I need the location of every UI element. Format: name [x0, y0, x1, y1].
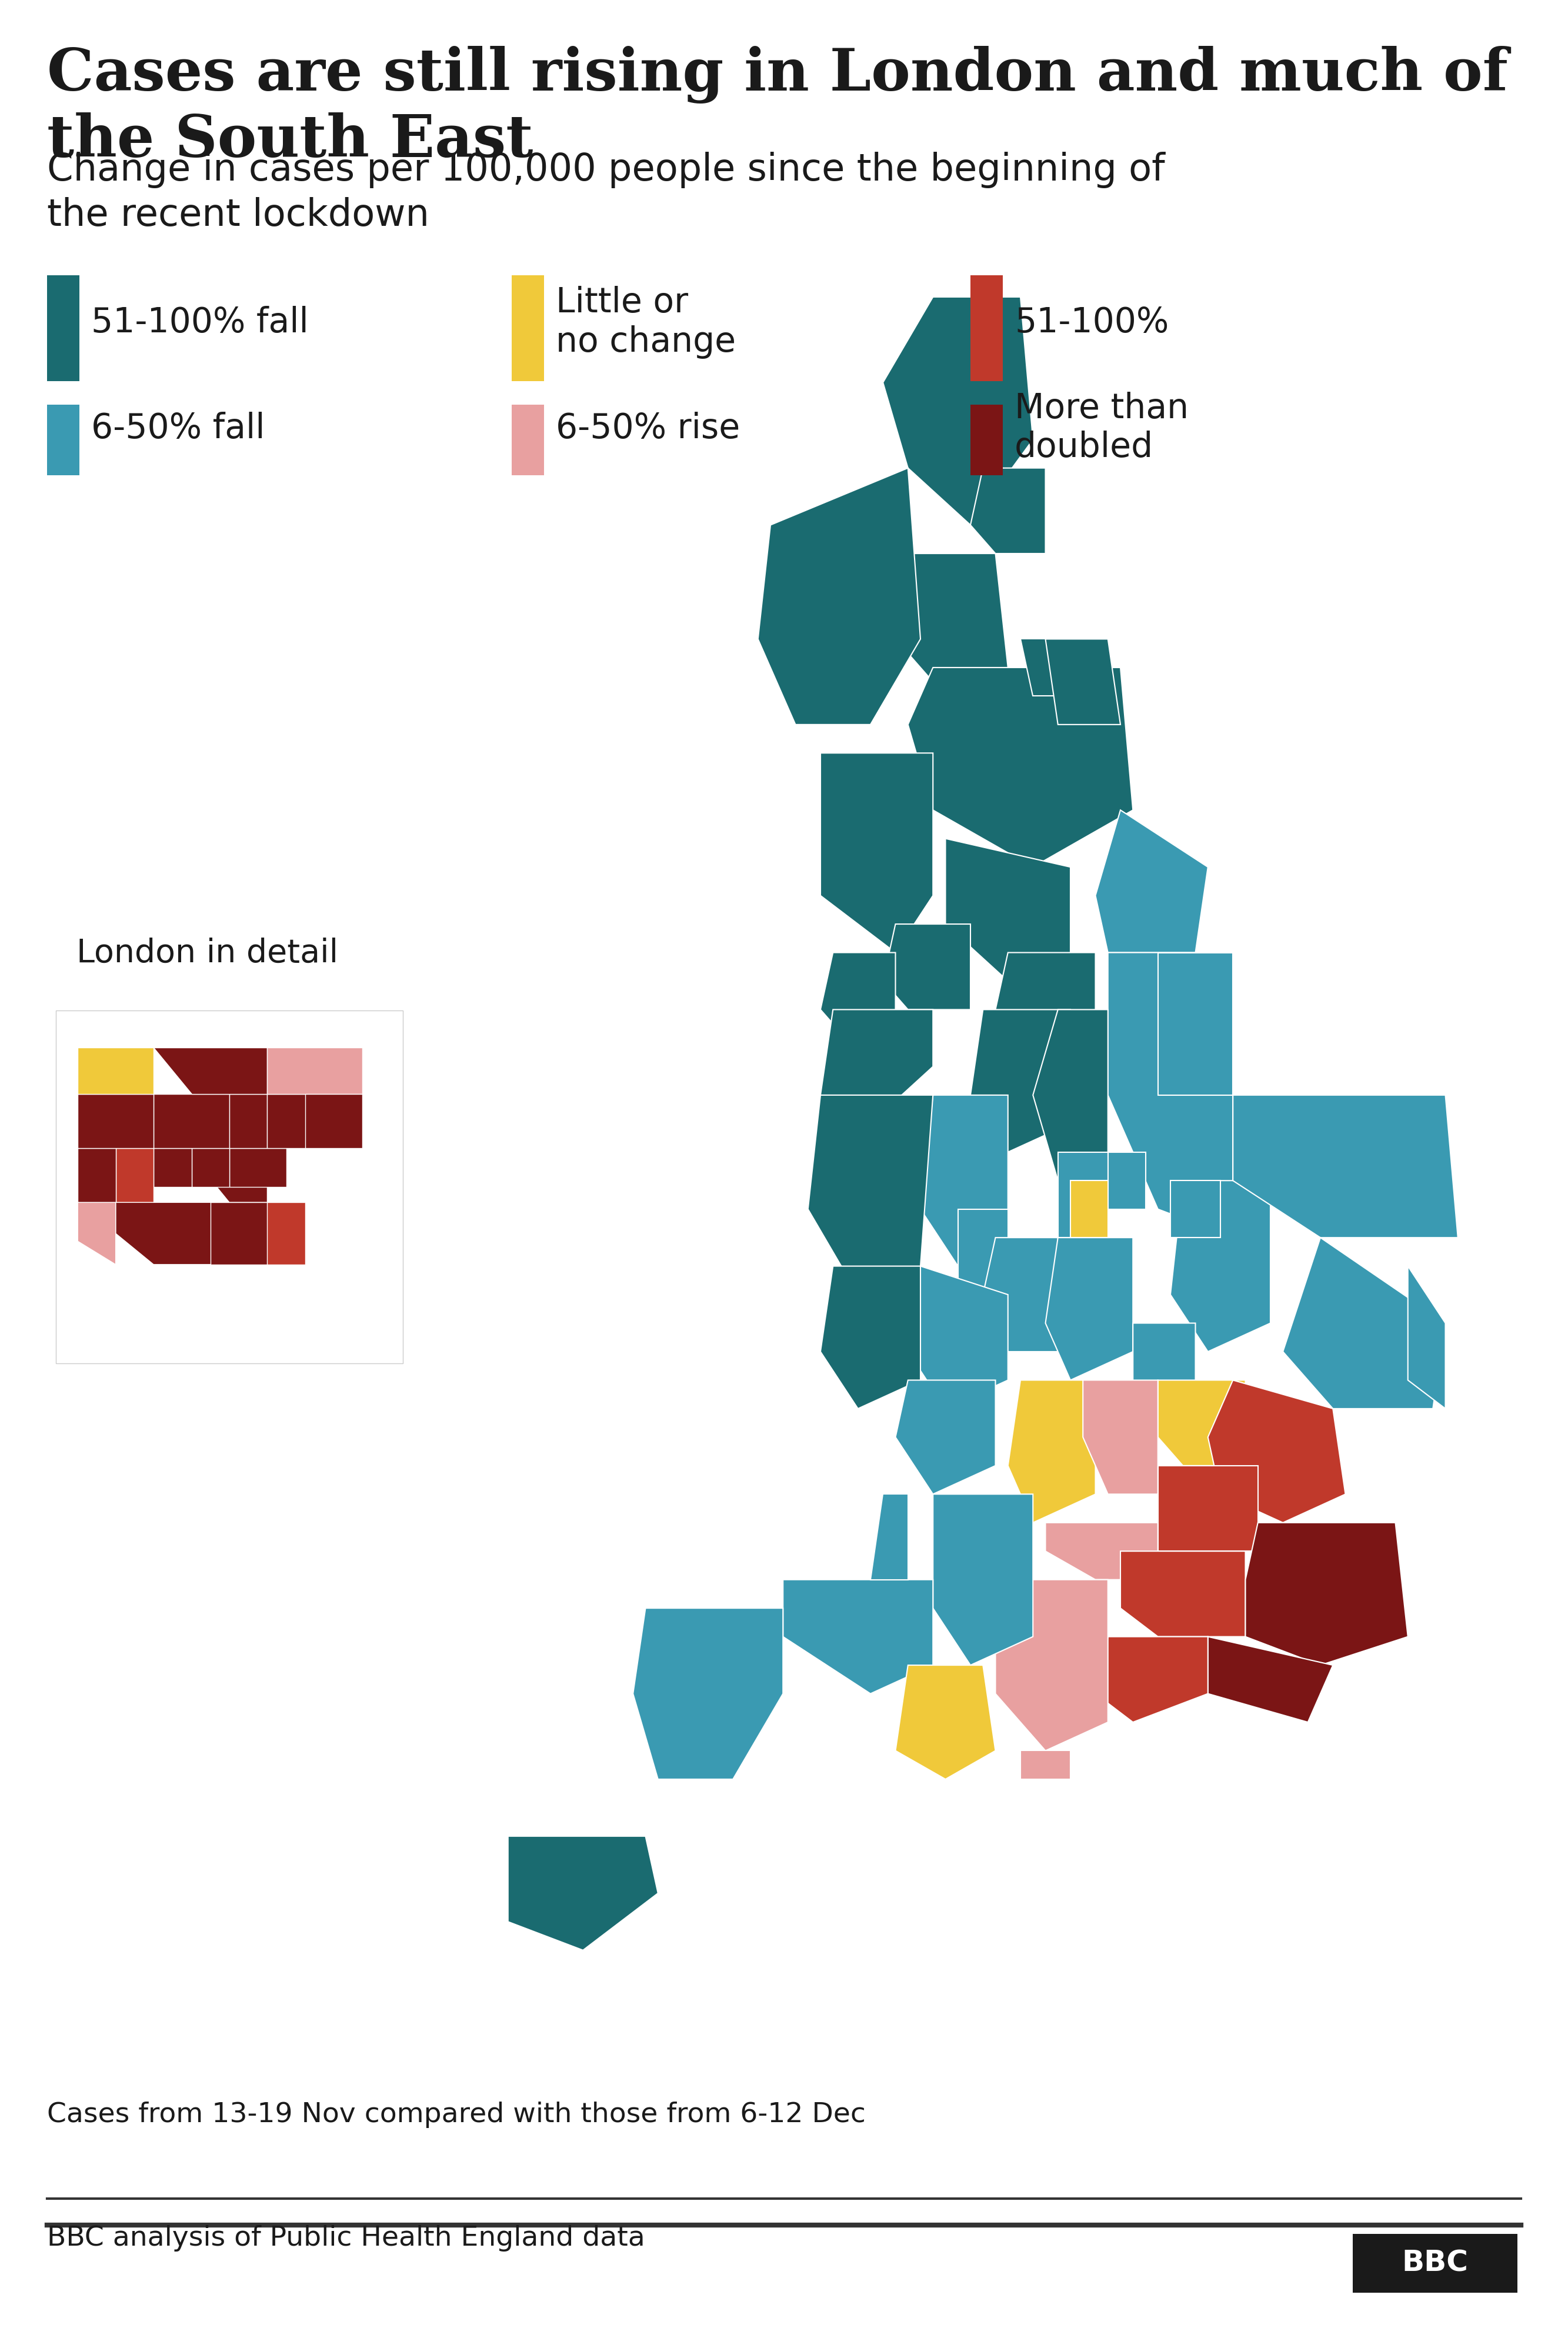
Polygon shape	[920, 1094, 1008, 1266]
Polygon shape	[154, 1094, 229, 1148]
Text: BBC: BBC	[1402, 2249, 1468, 2277]
Text: 51-100% fall: 51-100% fall	[91, 305, 309, 340]
Polygon shape	[78, 1204, 116, 1264]
Polygon shape	[1021, 1751, 1071, 1779]
Polygon shape	[1109, 952, 1232, 1238]
Polygon shape	[1083, 1381, 1157, 1495]
Polygon shape	[154, 1048, 267, 1094]
Polygon shape	[883, 298, 1033, 526]
Polygon shape	[996, 952, 1096, 1066]
Polygon shape	[1033, 1010, 1109, 1180]
Polygon shape	[782, 1581, 933, 1695]
Text: 51-100%: 51-100%	[1014, 305, 1168, 340]
Polygon shape	[1096, 1637, 1207, 1723]
Polygon shape	[210, 1204, 267, 1264]
Polygon shape	[1207, 1381, 1345, 1523]
Polygon shape	[757, 468, 920, 724]
Polygon shape	[633, 1609, 782, 1779]
Polygon shape	[870, 1495, 908, 1581]
Polygon shape	[996, 1581, 1109, 1751]
Polygon shape	[1157, 1467, 1258, 1550]
Bar	[47, 275, 80, 382]
Polygon shape	[946, 838, 1071, 980]
Polygon shape	[267, 1094, 325, 1148]
Polygon shape	[883, 924, 971, 1010]
Polygon shape	[1170, 1180, 1220, 1238]
Polygon shape	[1134, 1322, 1195, 1408]
Bar	[47, 405, 80, 475]
Text: BBC analysis of Public Health England data: BBC analysis of Public Health England da…	[47, 2226, 644, 2251]
Polygon shape	[229, 1204, 306, 1264]
Text: Change in cases per 100,000 people since the beginning of
the recent lockdown: Change in cases per 100,000 people since…	[47, 151, 1165, 233]
Polygon shape	[1408, 1266, 1446, 1408]
Polygon shape	[820, 752, 933, 952]
Polygon shape	[1096, 810, 1207, 952]
Polygon shape	[1245, 1523, 1408, 1665]
Polygon shape	[1121, 1550, 1245, 1637]
Polygon shape	[808, 1094, 933, 1294]
Polygon shape	[508, 1837, 659, 1951]
Polygon shape	[229, 1148, 287, 1187]
Bar	[1353, 2235, 1518, 2293]
Polygon shape	[1046, 1238, 1134, 1381]
Bar	[971, 275, 1004, 382]
Polygon shape	[1232, 1094, 1458, 1238]
Text: 6-50% fall: 6-50% fall	[91, 412, 265, 445]
Text: Cases from 13-19 Nov compared with those from 6-12 Dec: Cases from 13-19 Nov compared with those…	[47, 2102, 866, 2128]
Text: Cases are still rising in London and much of
the South East: Cases are still rising in London and muc…	[47, 47, 1508, 170]
Text: More than
doubled: More than doubled	[1014, 391, 1189, 463]
Polygon shape	[229, 1094, 267, 1148]
Polygon shape	[267, 1048, 362, 1094]
Polygon shape	[1157, 952, 1232, 1094]
Polygon shape	[958, 1208, 1008, 1294]
Polygon shape	[1283, 1238, 1446, 1408]
Polygon shape	[191, 1148, 229, 1187]
Bar	[971, 405, 1004, 475]
Polygon shape	[1207, 1637, 1333, 1723]
Polygon shape	[1046, 1523, 1157, 1581]
Polygon shape	[820, 1010, 933, 1124]
Polygon shape	[1109, 1152, 1145, 1208]
Polygon shape	[1008, 1381, 1096, 1523]
Polygon shape	[933, 1495, 1033, 1665]
Polygon shape	[820, 952, 895, 1038]
Polygon shape	[908, 668, 1134, 866]
Text: Little or
no change: Little or no change	[555, 286, 735, 359]
Text: London in detail: London in detail	[77, 938, 339, 968]
Polygon shape	[1046, 638, 1121, 724]
Polygon shape	[78, 1048, 154, 1094]
Polygon shape	[306, 1094, 362, 1148]
Polygon shape	[116, 1148, 154, 1204]
Polygon shape	[154, 1148, 191, 1187]
Polygon shape	[1071, 1180, 1109, 1238]
Polygon shape	[895, 1381, 996, 1495]
Polygon shape	[895, 1665, 996, 1779]
Bar	[511, 405, 544, 475]
Polygon shape	[1157, 1381, 1245, 1467]
Text: 6-50% rise: 6-50% rise	[555, 412, 740, 445]
Bar	[511, 275, 544, 382]
Polygon shape	[78, 1094, 154, 1148]
Polygon shape	[116, 1204, 229, 1264]
Polygon shape	[78, 1148, 116, 1204]
Polygon shape	[983, 1238, 1058, 1353]
Polygon shape	[971, 1010, 1071, 1152]
Polygon shape	[1058, 1152, 1109, 1238]
Polygon shape	[1021, 638, 1109, 696]
Polygon shape	[908, 1266, 1008, 1408]
Polygon shape	[820, 1266, 920, 1408]
Polygon shape	[971, 468, 1046, 554]
Polygon shape	[210, 1148, 267, 1204]
Polygon shape	[895, 554, 1008, 696]
Polygon shape	[1170, 1180, 1270, 1353]
